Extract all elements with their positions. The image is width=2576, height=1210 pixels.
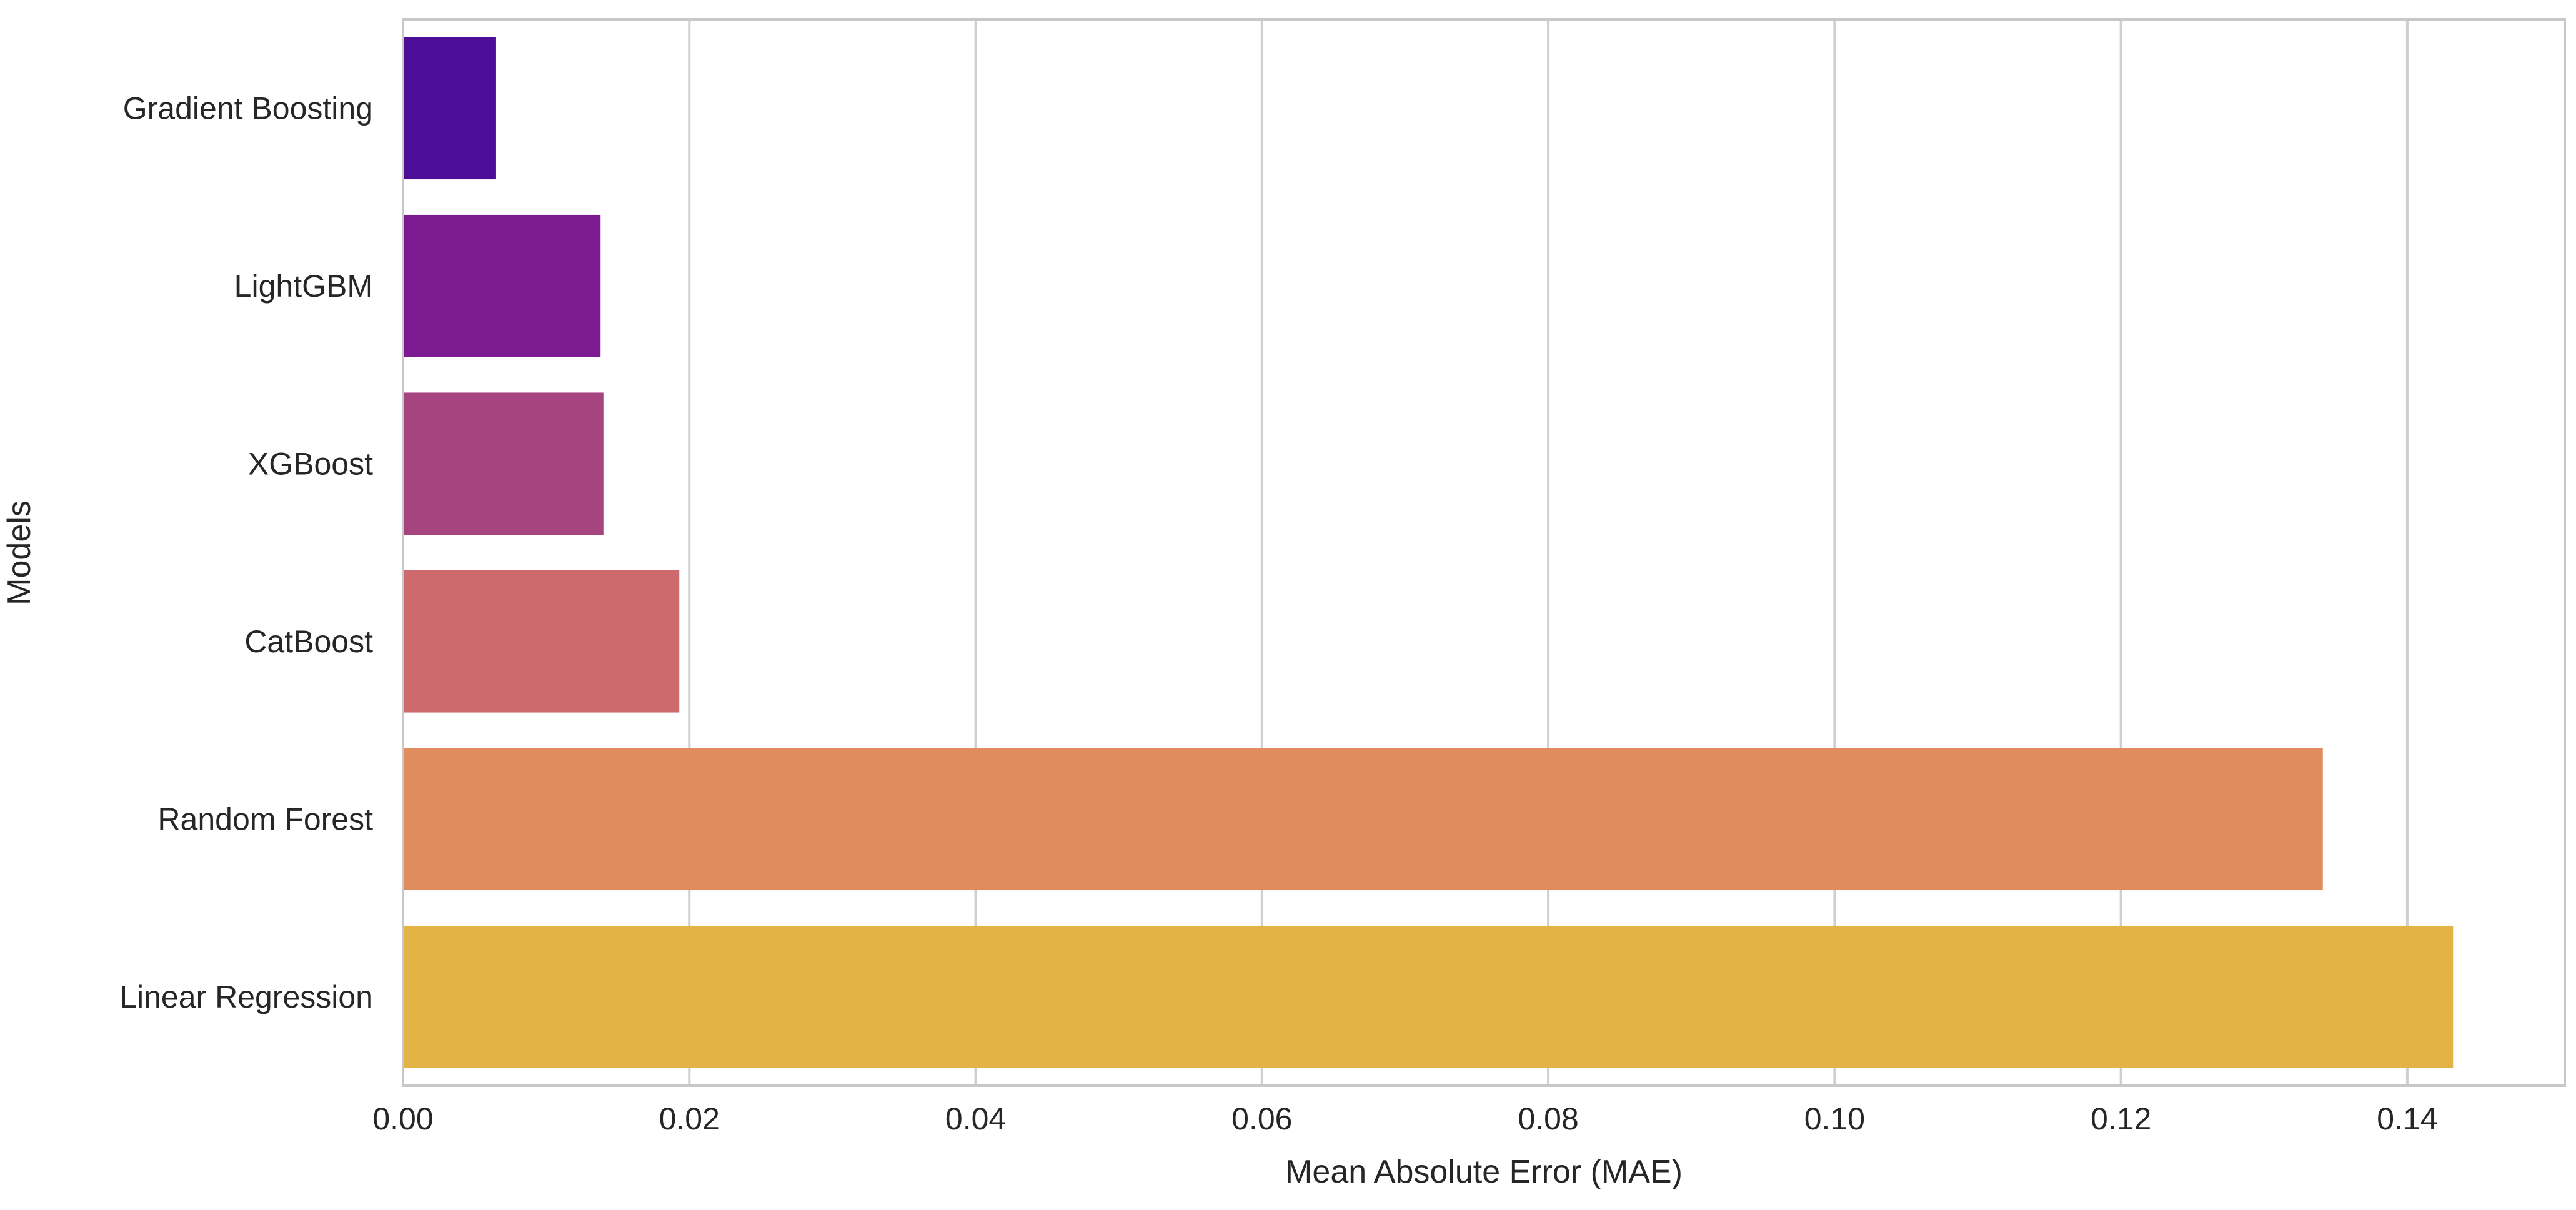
x-tick-label: 0.06 [1231,1101,1292,1136]
x-tick-label: 0.04 [945,1101,1006,1136]
x-tick-labels: 0.00 0.02 0.04 0.06 0.08 0.10 0.12 0.14 [372,1101,2437,1136]
x-tick-label: 0.10 [1804,1101,1865,1136]
y-axis-label: Models [1,500,37,605]
y-tick-label: Random Forest [157,801,373,836]
bar-catboost [403,570,680,713]
y-tick-label: CatBoost [244,624,373,659]
bar-layer [403,37,2454,1068]
y-tick-labels: Gradient Boosting LightGBM XGBoost CatBoost… [119,91,373,1014]
bar-lightgbm [403,214,601,357]
x-tick-label: 0.08 [1518,1101,1578,1136]
x-axis-label: Mean Absolute Error (MAE) [1285,1154,1683,1190]
plot-frame [402,18,2566,1087]
x-tick-label: 0.02 [659,1101,720,1136]
x-tick-label: 0.00 [372,1101,433,1136]
y-tick-label: Gradient Boosting [123,91,373,126]
bar-xgboost [403,392,604,535]
grid-layer [688,19,2409,1086]
bar-gradient-boosting [403,37,496,180]
y-tick-label: XGBoost [248,446,373,481]
x-tick-label: 0.14 [2377,1101,2437,1136]
y-tick-label: Linear Regression [119,979,373,1014]
bar-random-forest [403,748,2323,891]
x-tick-label: 0.12 [2091,1101,2151,1136]
bar-linear-regression [403,925,2454,1068]
y-tick-label: LightGBM [234,269,373,304]
